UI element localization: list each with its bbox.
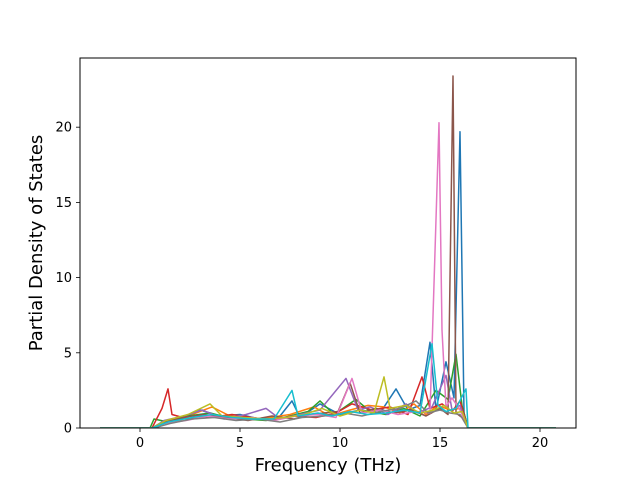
y-tick-label: 5 bbox=[64, 346, 72, 361]
x-tick-label: 10 bbox=[332, 436, 349, 451]
x-tick-label: 5 bbox=[236, 436, 244, 451]
y-tick-label: 10 bbox=[55, 271, 72, 286]
series-line-6 bbox=[100, 75, 556, 428]
series-layer bbox=[100, 75, 556, 428]
y-axis-label: Partial Density of States bbox=[26, 135, 47, 352]
x-tick-label: 15 bbox=[432, 436, 449, 451]
x-tick-label: 0 bbox=[136, 436, 144, 451]
series-line-9 bbox=[100, 376, 556, 428]
plot-frame bbox=[79, 57, 577, 429]
y-tick-label: 20 bbox=[55, 121, 72, 136]
x-axis: 0 5 10 15 20 bbox=[136, 428, 548, 451]
series-line-7 bbox=[100, 121, 556, 428]
x-tick-label: 20 bbox=[532, 436, 549, 451]
y-tick-label: 0 bbox=[64, 422, 72, 437]
y-tick-label: 15 bbox=[55, 196, 72, 211]
series-line-10 bbox=[100, 343, 556, 428]
x-axis-label: Frequency (THz) bbox=[255, 455, 402, 476]
y-axis: 0 5 10 15 20 bbox=[55, 121, 80, 437]
